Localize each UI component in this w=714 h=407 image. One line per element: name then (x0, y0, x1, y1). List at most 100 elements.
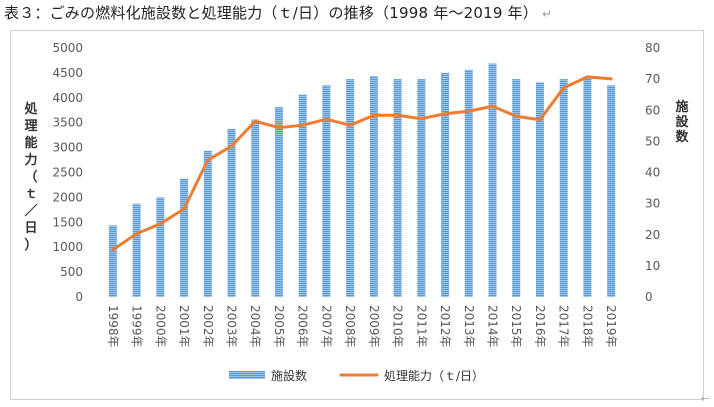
bar (132, 203, 141, 297)
right-tick-label: 40 (645, 166, 660, 180)
x-tick-label: 2013年 (462, 305, 476, 348)
x-tick-label: 2001年 (177, 305, 191, 348)
x-tick-label: 2008年 (343, 305, 357, 348)
bar (464, 69, 473, 297)
right-tick-label: 50 (645, 134, 660, 148)
left-tick-label: 2000 (52, 190, 83, 204)
line-point (111, 248, 115, 252)
bar (346, 79, 355, 297)
bar-series (108, 63, 616, 298)
left-axis-ticks: 0 500 1000 1500 2000 2500 3000 3500 4000 4500 5000 (52, 41, 83, 304)
x-tick-label: 1999年 (130, 305, 144, 348)
bar (512, 79, 521, 297)
left-tick-label: 3500 (52, 116, 83, 130)
x-tick-label: 2005年 (272, 305, 286, 348)
x-tick-label: 2000年 (153, 305, 167, 348)
right-tick-label: 30 (645, 197, 660, 211)
line-point (301, 123, 305, 127)
bar (607, 85, 616, 297)
document-title: 表３：ごみの燃料化施設数と処理能力（ｔ/日）の推移（1998 年～2019 年）… (4, 2, 552, 23)
chart-container: 0 500 1000 1500 2000 2500 3000 3500 4000 4500 5000… (10, 30, 704, 400)
bar (393, 79, 402, 297)
line-point (514, 114, 518, 118)
right-tick-label: 60 (645, 103, 660, 117)
bar (156, 197, 165, 297)
left-tick-label: 5000 (52, 41, 83, 55)
line-point (230, 144, 233, 148)
line-point (609, 77, 613, 81)
x-tick-label: 2002年 (201, 305, 215, 348)
x-tick-label: 2004年 (248, 305, 262, 348)
bar (108, 225, 117, 297)
title-text: 表３：ごみの燃料化施設数と処理能力（ｔ/日）の推移（1998 年～2019 年） (4, 4, 538, 22)
left-tick-label: 0 (75, 290, 83, 304)
left-tick-label: 3000 (52, 141, 83, 155)
right-tick-label: 10 (645, 259, 660, 273)
right-tick-label: 0 (645, 290, 653, 304)
line-point (467, 109, 471, 113)
x-tick-label: 2017年 (557, 305, 571, 348)
legend-label-bar: 施設数 (271, 368, 307, 383)
left-tick-label: 1500 (52, 215, 83, 229)
bar (583, 76, 592, 297)
chart-svg: 0500100015002000250030003500400045005000… (23, 41, 689, 383)
x-tick-label: 1998年 (106, 305, 120, 348)
right-axis-ticks: 0 10 20 30 40 50 60 70 80 (645, 41, 660, 304)
right-tick-label: 20 (645, 228, 660, 242)
x-tick-label: 2019年 (604, 305, 618, 348)
legend-swatch-bar (229, 371, 265, 379)
line-point (348, 123, 352, 127)
left-tick-label: 500 (60, 265, 83, 279)
x-tick-label: 2016年 (533, 305, 547, 348)
x-axis-labels: 1998年 1999年 2000年 2001年 2002年 2003年 2004年 2005年… (106, 305, 618, 348)
bar (441, 72, 450, 298)
line-point (206, 158, 210, 162)
line-point (253, 119, 257, 123)
x-tick-label: 2007年 (319, 305, 333, 348)
bar (227, 128, 236, 297)
x-tick-label: 2006年 (296, 305, 310, 348)
bar (251, 119, 260, 298)
right-tick-label: 80 (645, 41, 660, 55)
right-tick-label: 70 (645, 72, 660, 86)
bar (322, 85, 331, 297)
bar (559, 79, 568, 297)
bar (180, 178, 189, 297)
bar (488, 63, 497, 297)
x-tick-label: 2010年 (391, 305, 405, 348)
legend-label-line: 処理能力（ｔ/日） (384, 369, 484, 383)
line-point (182, 207, 186, 211)
left-tick-label: 4500 (52, 66, 83, 80)
bar (203, 150, 212, 297)
x-tick-label: 2014年 (486, 305, 500, 348)
left-tick-label: 1000 (52, 240, 83, 254)
paragraph-mark: ↵ (541, 7, 553, 21)
line-point (443, 112, 447, 116)
right-axis-title: 施設数 (675, 99, 689, 145)
line-point (372, 113, 376, 117)
line-point (538, 118, 542, 122)
bar (274, 107, 283, 297)
line-point (158, 222, 162, 226)
bar (417, 79, 426, 297)
line-point (396, 113, 400, 117)
x-tick-label: 2015年 (509, 305, 523, 348)
left-tick-label: 4000 (52, 91, 83, 105)
line-point (585, 75, 589, 79)
end-mark: ← (700, 392, 710, 405)
left-tick-label: 2500 (52, 166, 83, 180)
x-tick-label: 2018年 (580, 305, 594, 348)
line-point (419, 117, 423, 121)
x-tick-label: 2009年 (367, 305, 381, 348)
line-point (324, 117, 328, 121)
line-path (111, 75, 613, 252)
bar (535, 82, 544, 297)
bar (369, 76, 378, 297)
line-point (491, 104, 494, 108)
x-tick-label: 2003年 (225, 305, 239, 348)
line-point (562, 86, 566, 90)
axis-titles: 処理能力（ｔ／日） 施設数 (23, 99, 689, 253)
line-point (277, 126, 281, 130)
x-tick-label: 2012年 (438, 305, 452, 348)
bar (298, 94, 307, 297)
